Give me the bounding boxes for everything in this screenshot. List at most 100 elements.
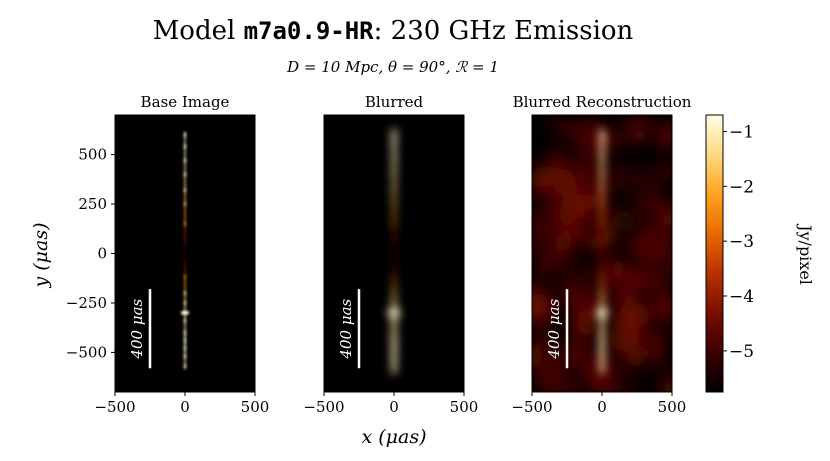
- noise-blob: [561, 378, 583, 392]
- noise-blob: [545, 115, 560, 137]
- noise-blob: [637, 241, 666, 263]
- jet-segment: [184, 263, 186, 278]
- panel-image: [532, 115, 672, 392]
- jet-knot-core: [184, 202, 186, 206]
- x-tick-label: 0: [597, 398, 607, 416]
- jet-knot-core: [392, 357, 396, 363]
- jet-segment: [391, 132, 397, 143]
- jet-segment: [393, 263, 395, 280]
- jet-segment: [599, 360, 605, 371]
- jet-knot-core: [184, 261, 186, 266]
- jet-knot-core: [393, 277, 395, 282]
- jet-knot-core: [184, 330, 186, 335]
- jet-segment: [392, 293, 396, 303]
- jet-segment: [391, 336, 397, 349]
- jet-segment: [393, 243, 395, 264]
- jet-knot-core: [600, 367, 604, 373]
- panel-image: [180, 131, 190, 370]
- noise-blob: [538, 269, 555, 290]
- jet-segment: [184, 190, 186, 205]
- jet-knot-core: [184, 346, 186, 351]
- jet-knot-core: [393, 241, 395, 246]
- noise-blob: [540, 342, 569, 368]
- jet-segment: [184, 277, 186, 294]
- jet-knot-core: [600, 334, 604, 340]
- jet-segment: [184, 320, 186, 333]
- jet-segment: [184, 312, 186, 321]
- y-tick-label: −500: [66, 343, 107, 361]
- colorbar-tick-label: −5: [729, 342, 754, 362]
- noise-blob: [589, 370, 613, 392]
- jet-segment: [599, 132, 605, 143]
- noise-blob: [532, 290, 542, 319]
- jet-segment: [600, 204, 604, 224]
- jet-segment: [184, 134, 186, 147]
- jet-knot-core: [600, 156, 604, 161]
- jet-knot-core: [393, 261, 395, 266]
- jet-segment: [184, 146, 186, 161]
- y-tick-label: 0: [97, 245, 107, 263]
- jet-segment: [599, 348, 605, 361]
- noise-blob: [577, 158, 594, 187]
- emission-blob: [623, 293, 637, 313]
- jet-segment: [184, 340, 186, 349]
- jet-segment: [393, 223, 395, 244]
- reconstruction-noise: [532, 115, 672, 392]
- noise-blob: [609, 325, 638, 352]
- jet-segment: [184, 302, 186, 313]
- jet-knot-core: [184, 172, 186, 177]
- noise-blob: [617, 165, 645, 192]
- noise-blob: [663, 304, 672, 333]
- jet-knot-core: [184, 318, 186, 323]
- jet-segment: [600, 158, 604, 175]
- jet-knot-core: [600, 357, 604, 363]
- jet-segment: [600, 293, 604, 303]
- jet-segment: [392, 279, 396, 294]
- noise-blob: [542, 384, 568, 392]
- colorbar-tick-label: −2: [729, 177, 754, 197]
- jet-segment: [391, 322, 397, 337]
- colorbar-gradient: [705, 114, 724, 393]
- jet-segment: [392, 142, 396, 159]
- colorbar-tick-label: −3: [729, 232, 754, 252]
- noise-blob: [654, 360, 672, 375]
- panel-title-reconstruction: Blurred Reconstruction: [513, 93, 692, 111]
- y-axis-label: y (μas): [30, 222, 52, 288]
- jet-knot-core: [392, 301, 396, 305]
- noise-blob: [662, 378, 672, 392]
- jet-segment: [184, 293, 186, 303]
- jet-knot-core: [184, 364, 186, 369]
- colorbar: −1 −2 −3 −4 −5: [705, 114, 754, 393]
- jet-knot-core: [392, 156, 396, 161]
- colorbar-label: Jy/pixel: [796, 223, 815, 285]
- jet-segment: [599, 322, 605, 337]
- noise-blob: [532, 166, 562, 187]
- x-tick-label: −500: [511, 398, 552, 416]
- jet-knot-core: [184, 188, 186, 192]
- noise-blob: [609, 348, 627, 370]
- x-axis-label: x (μas): [361, 426, 426, 448]
- jet-segment: [600, 142, 604, 159]
- jet-knot-core: [184, 132, 186, 137]
- y-tick-label: 250: [78, 195, 107, 213]
- jet-knot-core: [184, 275, 186, 280]
- jet-segment: [600, 174, 604, 191]
- jet-segment: [392, 174, 396, 191]
- scale-bar-label: 400 μas: [545, 298, 563, 359]
- jet-knot-core: [601, 291, 603, 295]
- jet-knot-core: [598, 309, 606, 316]
- jet-segment: [600, 190, 604, 205]
- emission-blob: [620, 217, 626, 226]
- jet-segment: [601, 243, 603, 264]
- jet-knot-core: [393, 188, 395, 192]
- noise-blob: [577, 307, 596, 339]
- jet-knot-core: [601, 241, 603, 246]
- noise-blob: [569, 265, 595, 295]
- jet-knot-core: [184, 354, 186, 359]
- noise-blob: [617, 382, 630, 392]
- scale-bar-label: 400 μas: [337, 298, 355, 359]
- jet-knot-core: [184, 241, 186, 246]
- jet-knot-core: [392, 334, 396, 340]
- panel-image: [387, 128, 401, 375]
- jet-segment: [599, 336, 605, 349]
